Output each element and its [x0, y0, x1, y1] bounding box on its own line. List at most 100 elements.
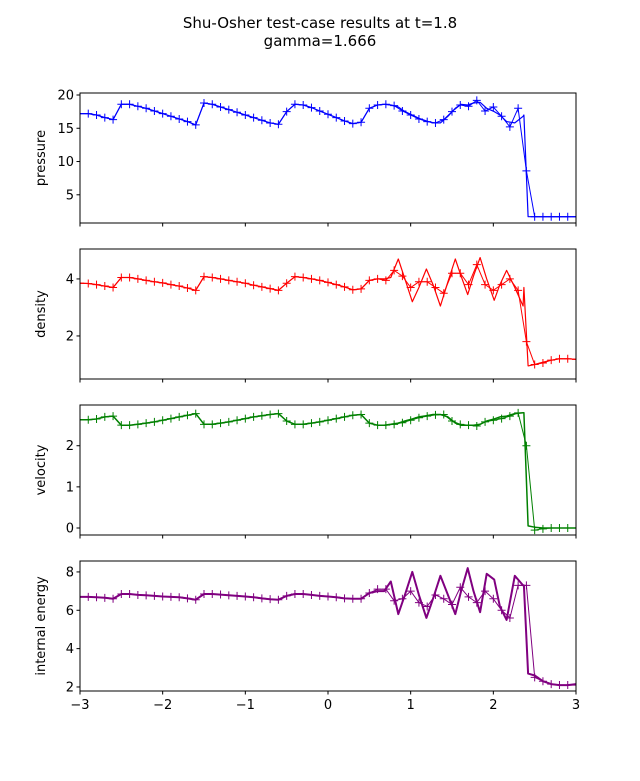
plus-marker: [216, 274, 225, 283]
plus-marker: [257, 282, 266, 291]
y-tick-label: 15: [57, 122, 74, 137]
plus-marker: [233, 591, 242, 600]
plus-marker: [150, 591, 159, 600]
plus-marker: [257, 594, 266, 603]
plus-marker: [505, 613, 514, 622]
plus-marker: [191, 120, 200, 129]
plus-marker: [522, 581, 531, 590]
plus-marker: [381, 585, 390, 594]
plus-marker: [100, 282, 109, 291]
y-tick-label: 5: [66, 188, 74, 203]
plus-marker: [398, 594, 407, 603]
plus-marker: [208, 273, 217, 282]
plus-marker: [505, 412, 514, 421]
plus-marker: [373, 274, 382, 283]
plus-marker: [381, 421, 390, 430]
plus-marker: [100, 113, 109, 122]
plus-marker: [80, 279, 84, 288]
plus-marker: [109, 283, 118, 292]
plus-marker: [538, 524, 547, 533]
plus-marker: [381, 276, 390, 285]
axes-frame: [79, 560, 577, 692]
y-axis-label: density: [34, 290, 49, 338]
plus-marker: [133, 274, 142, 283]
plus-marker: [183, 594, 192, 603]
plus-marker: [233, 108, 242, 117]
y-tick-label: 1: [66, 480, 74, 495]
plus-marker: [241, 110, 250, 119]
plus-marker: [472, 96, 481, 105]
plus-marker: [282, 279, 291, 288]
plus-marker: [414, 114, 423, 123]
plus-marker: [84, 592, 93, 601]
plus-marker: [489, 102, 498, 111]
plus-marker: [241, 414, 250, 423]
plus-marker: [84, 279, 93, 288]
plus-marker: [224, 591, 233, 600]
plus-marker: [497, 280, 506, 289]
plus-marker: [117, 100, 126, 109]
plus-marker: [373, 585, 382, 594]
plus-marker: [538, 677, 547, 686]
y-axis-label: internal energy: [34, 576, 49, 676]
plus-marker: [547, 212, 556, 221]
plus-marker: [133, 420, 142, 429]
plus-marker: [109, 412, 118, 421]
y-tick-label: 10: [57, 155, 74, 170]
axes-frame: [79, 248, 577, 380]
subplot-velocity: 0 1 2 velocity: [34, 404, 577, 539]
chart-subtitle: gamma=1.666: [264, 32, 377, 50]
plus-marker: [398, 418, 407, 427]
plus-marker: [216, 590, 225, 599]
plus-marker: [109, 594, 118, 603]
plus-marker: [142, 419, 151, 428]
plus-marker: [332, 593, 341, 602]
plus-marker: [332, 280, 341, 289]
plus-marker: [406, 587, 415, 596]
plus-marker: [481, 587, 490, 596]
plus-marker: [200, 272, 208, 281]
y-tick-label: 4: [66, 272, 74, 287]
plus-marker: [332, 414, 341, 423]
plus-marker: [348, 411, 357, 420]
plus-marker: [365, 104, 374, 113]
plus-marker: [125, 589, 134, 598]
plus-marker: [266, 410, 275, 419]
y-tick-label: 20: [57, 88, 74, 103]
plus-marker: [125, 421, 134, 430]
y-tick-label: 0: [66, 522, 74, 537]
plus-marker: [390, 266, 399, 275]
plus-marker: [423, 602, 432, 611]
x-tick-label: 1: [407, 698, 415, 713]
plus-marker: [274, 120, 283, 129]
plus-marker: [464, 280, 473, 289]
y-axis-label: pressure: [34, 130, 49, 186]
plus-marker: [290, 100, 299, 109]
plus-marker: [348, 594, 357, 603]
plus-marker: [191, 286, 200, 295]
plus-marker: [439, 289, 448, 298]
plus-marker: [555, 354, 564, 363]
plus-marker: [340, 116, 349, 125]
plus-marker: [464, 102, 473, 111]
plus-marker: [514, 408, 523, 417]
plus-marker: [456, 583, 465, 592]
plus-marker: [324, 592, 332, 601]
y-tick-label: 2: [66, 439, 74, 454]
plus-marker: [324, 278, 332, 287]
plus-marker: [166, 414, 175, 423]
plus-marker: [547, 524, 556, 533]
plus-marker: [299, 420, 308, 429]
plus-marker: [423, 412, 432, 421]
plus-marker: [274, 286, 283, 295]
plus-marker: [497, 414, 506, 423]
plus-marker: [357, 118, 366, 127]
plus-marker: [505, 274, 514, 283]
y-tick-label: 2: [66, 329, 74, 344]
plus-marker: [357, 284, 366, 293]
plus-marker: [150, 277, 159, 286]
plus-marker: [340, 412, 349, 421]
plus-marker: [307, 103, 316, 112]
plus-marker: [84, 415, 93, 424]
plus-marker: [522, 337, 531, 346]
